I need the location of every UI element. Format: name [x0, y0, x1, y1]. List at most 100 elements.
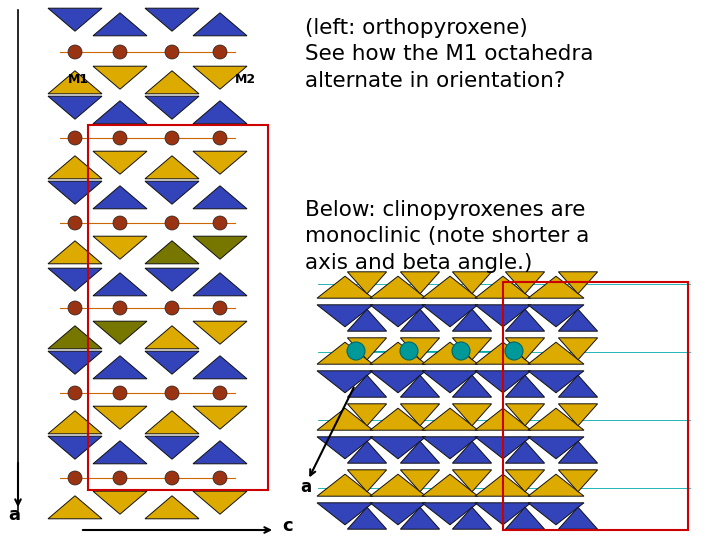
Circle shape [68, 45, 82, 59]
Polygon shape [347, 338, 387, 360]
Polygon shape [93, 66, 147, 89]
Polygon shape [93, 151, 147, 174]
Polygon shape [145, 268, 199, 291]
Polygon shape [193, 186, 247, 209]
Circle shape [213, 471, 227, 485]
Polygon shape [370, 305, 426, 327]
Circle shape [213, 301, 227, 315]
Circle shape [213, 216, 227, 230]
Polygon shape [145, 496, 199, 519]
Circle shape [113, 301, 127, 315]
Polygon shape [528, 503, 584, 525]
Circle shape [213, 131, 227, 145]
Polygon shape [475, 437, 531, 459]
Polygon shape [559, 272, 598, 294]
Polygon shape [193, 66, 247, 89]
Polygon shape [93, 441, 147, 464]
Bar [88, 125, 268, 490]
Polygon shape [193, 236, 247, 259]
Polygon shape [559, 441, 598, 463]
Polygon shape [422, 437, 478, 459]
Polygon shape [452, 309, 492, 331]
Circle shape [165, 45, 179, 59]
Polygon shape [452, 272, 492, 294]
Polygon shape [48, 241, 102, 264]
Polygon shape [528, 342, 584, 364]
Polygon shape [452, 404, 492, 426]
Polygon shape [400, 338, 440, 360]
Polygon shape [93, 273, 147, 296]
Polygon shape [347, 404, 387, 426]
Polygon shape [475, 371, 531, 393]
Polygon shape [193, 441, 247, 464]
Polygon shape [422, 342, 478, 364]
Polygon shape [48, 181, 102, 204]
Polygon shape [317, 408, 373, 430]
Polygon shape [145, 411, 199, 434]
Circle shape [213, 45, 227, 59]
Polygon shape [452, 507, 492, 529]
Polygon shape [317, 503, 373, 525]
Circle shape [113, 471, 127, 485]
Polygon shape [48, 411, 102, 434]
Polygon shape [528, 371, 584, 393]
Polygon shape [400, 272, 440, 294]
Circle shape [165, 301, 179, 315]
Polygon shape [145, 96, 199, 119]
Text: M1: M1 [68, 73, 89, 86]
Circle shape [505, 342, 523, 360]
Circle shape [452, 342, 470, 360]
Polygon shape [370, 342, 426, 364]
Polygon shape [145, 181, 199, 204]
Polygon shape [528, 474, 584, 496]
Circle shape [68, 301, 82, 315]
Text: c: c [282, 517, 292, 535]
Text: Below: clinopyroxenes are
monoclinic (note shorter a
axis and beta angle.): Below: clinopyroxenes are monoclinic (no… [305, 200, 590, 273]
Polygon shape [93, 406, 147, 429]
Polygon shape [145, 71, 199, 94]
Polygon shape [93, 101, 147, 124]
Polygon shape [145, 436, 199, 459]
Polygon shape [452, 441, 492, 463]
Polygon shape [145, 351, 199, 374]
Text: M2: M2 [235, 73, 256, 86]
Polygon shape [505, 470, 544, 492]
Polygon shape [193, 13, 247, 36]
Polygon shape [48, 96, 102, 119]
Polygon shape [422, 503, 478, 525]
Polygon shape [193, 406, 247, 429]
Circle shape [68, 131, 82, 145]
Text: a: a [300, 478, 311, 496]
Polygon shape [452, 375, 492, 397]
Polygon shape [317, 371, 373, 393]
Polygon shape [475, 503, 531, 525]
Polygon shape [48, 496, 102, 519]
Polygon shape [505, 272, 544, 294]
Circle shape [68, 216, 82, 230]
Text: (left: orthopyroxene)
See how the M1 octahedra
alternate in orientation?: (left: orthopyroxene) See how the M1 oct… [305, 18, 593, 91]
Polygon shape [347, 441, 387, 463]
Polygon shape [93, 186, 147, 209]
Polygon shape [193, 321, 247, 344]
Polygon shape [193, 356, 247, 379]
Polygon shape [400, 441, 440, 463]
Polygon shape [93, 491, 147, 514]
Polygon shape [505, 507, 544, 529]
Polygon shape [559, 507, 598, 529]
Polygon shape [505, 309, 544, 331]
Polygon shape [317, 276, 373, 298]
Polygon shape [93, 13, 147, 36]
Polygon shape [475, 408, 531, 430]
Polygon shape [317, 474, 373, 496]
Polygon shape [347, 375, 387, 397]
Polygon shape [528, 276, 584, 298]
Polygon shape [400, 470, 440, 492]
Polygon shape [475, 474, 531, 496]
Polygon shape [48, 326, 102, 349]
Polygon shape [422, 408, 478, 430]
Polygon shape [528, 305, 584, 327]
Polygon shape [48, 436, 102, 459]
Polygon shape [505, 441, 544, 463]
Polygon shape [193, 101, 247, 124]
Polygon shape [452, 338, 492, 360]
